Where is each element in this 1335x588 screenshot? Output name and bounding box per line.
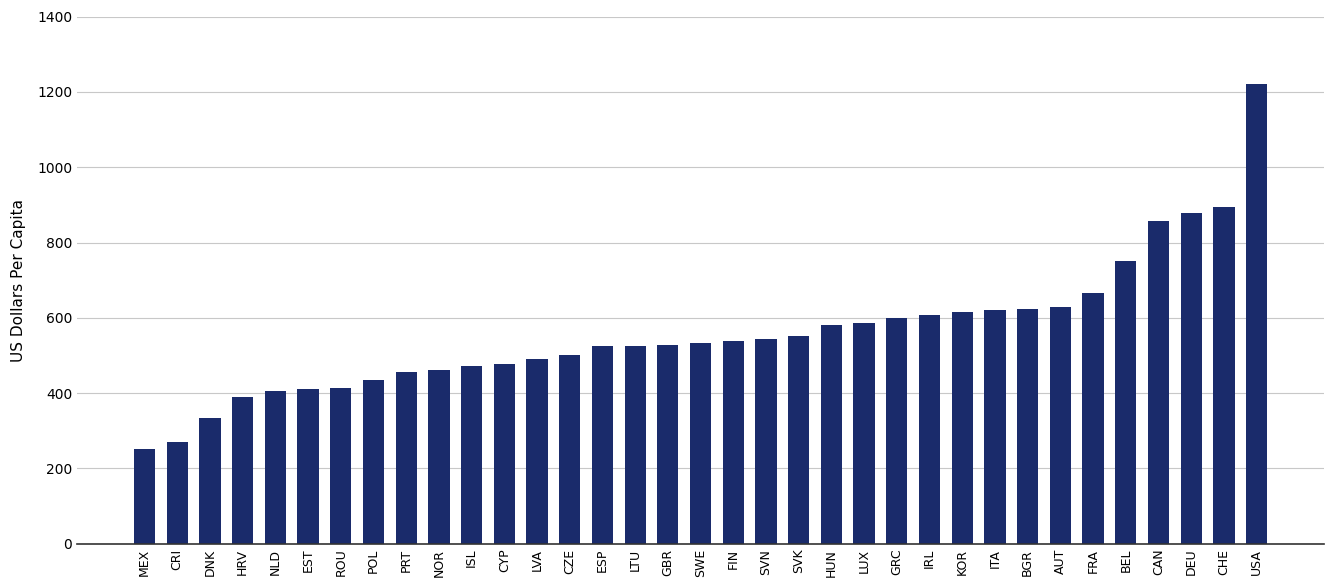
- Bar: [264, 391, 286, 544]
- Bar: [657, 345, 678, 544]
- Bar: [526, 359, 547, 544]
- Bar: [821, 325, 842, 544]
- Bar: [722, 341, 744, 544]
- Bar: [952, 312, 973, 544]
- Bar: [1049, 308, 1071, 544]
- Bar: [886, 318, 908, 544]
- Bar: [1214, 207, 1235, 544]
- Bar: [591, 346, 613, 544]
- Bar: [1017, 309, 1039, 544]
- Bar: [984, 310, 1005, 544]
- Bar: [461, 366, 482, 544]
- Bar: [1246, 85, 1267, 544]
- Bar: [690, 343, 712, 544]
- Bar: [199, 419, 220, 544]
- Bar: [494, 364, 515, 544]
- Bar: [559, 355, 581, 544]
- Bar: [1115, 262, 1136, 544]
- Bar: [1083, 293, 1104, 544]
- Bar: [756, 339, 777, 544]
- Bar: [298, 389, 319, 544]
- Bar: [1148, 220, 1169, 544]
- Bar: [134, 449, 155, 544]
- Bar: [788, 336, 809, 544]
- Y-axis label: US Dollars Per Capita: US Dollars Per Capita: [11, 199, 27, 362]
- Bar: [232, 397, 254, 544]
- Bar: [918, 315, 940, 544]
- Bar: [363, 380, 384, 544]
- Bar: [625, 346, 646, 544]
- Bar: [429, 370, 450, 544]
- Bar: [1180, 213, 1202, 544]
- Bar: [395, 372, 417, 544]
- Bar: [330, 387, 351, 544]
- Bar: [853, 323, 874, 544]
- Bar: [167, 442, 188, 544]
